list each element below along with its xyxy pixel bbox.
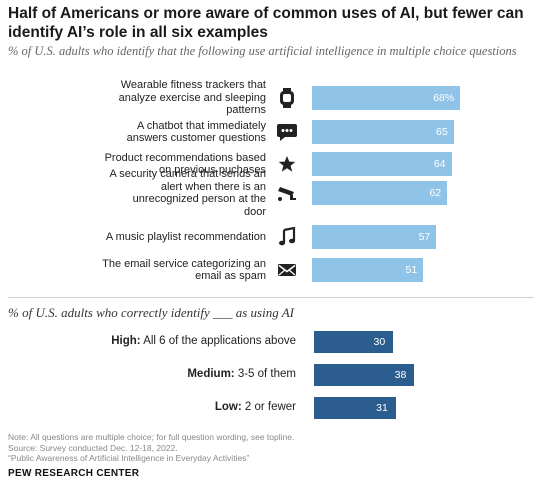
category-label: A music playlist recommendation <box>105 230 266 243</box>
category-label: Low: 2 or fewer <box>214 401 296 413</box>
bar: 31 <box>314 397 396 419</box>
identify-chart-title: % of U.S. adults who correctly identify … <box>8 305 294 320</box>
music-note-icon <box>276 226 298 248</box>
data-label: 57 <box>418 231 431 243</box>
chart-title: Half of Americans or more aware of commo… <box>8 5 524 41</box>
bar: 64 <box>312 152 452 176</box>
section-divider <box>8 297 534 298</box>
data-label: 30 <box>373 336 386 348</box>
data-label: 38 <box>394 369 407 381</box>
chart-subtitle: % of U.S. adults who identify that the f… <box>8 44 517 58</box>
data-label: 62 <box>429 187 442 199</box>
category-label: Product recommendations based on previou… <box>104 151 266 177</box>
category-label: A security camera that sends an alert wh… <box>109 168 266 218</box>
bar: 57 <box>312 225 437 249</box>
data-label: 31 <box>376 402 388 414</box>
watch-icon <box>276 87 298 109</box>
data-label: 51 <box>405 264 418 276</box>
category-label: Medium: 3-5 of them <box>187 368 296 380</box>
data-label: 65 <box>436 126 448 138</box>
category-label: The email service categorizing an email … <box>102 257 266 283</box>
pew-research-center-logo: PEW RESEARCH CENTER <box>8 468 140 479</box>
note-text: Note: All questions are multiple choice;… <box>8 432 295 442</box>
bar: 51 <box>312 258 424 282</box>
star-icon <box>276 153 298 175</box>
envelope-icon <box>276 259 298 281</box>
bar: 30 <box>314 331 394 353</box>
footnotes: Note: All questions are multiple choice;… <box>8 432 536 464</box>
report-title-text: “Public Awareness of Artificial Intellig… <box>8 453 250 463</box>
category-label: Wearable fitness trackers that analyze e… <box>118 79 266 116</box>
security-camera-icon <box>276 182 298 204</box>
bar: 62 <box>312 181 448 205</box>
category-label: A chatbot that immediately answers custo… <box>126 119 266 145</box>
bar: 65 <box>312 120 454 144</box>
category-label: High: All 6 of the applications above <box>111 335 296 347</box>
bar: 38 <box>314 364 415 386</box>
bar: 68% <box>312 86 461 110</box>
source-text: Source: Survey conducted Dec. 12-18, 202… <box>8 442 178 453</box>
data-label: 68% <box>433 92 455 104</box>
data-label: 64 <box>433 158 446 170</box>
chat-bubble-icon <box>276 121 298 143</box>
